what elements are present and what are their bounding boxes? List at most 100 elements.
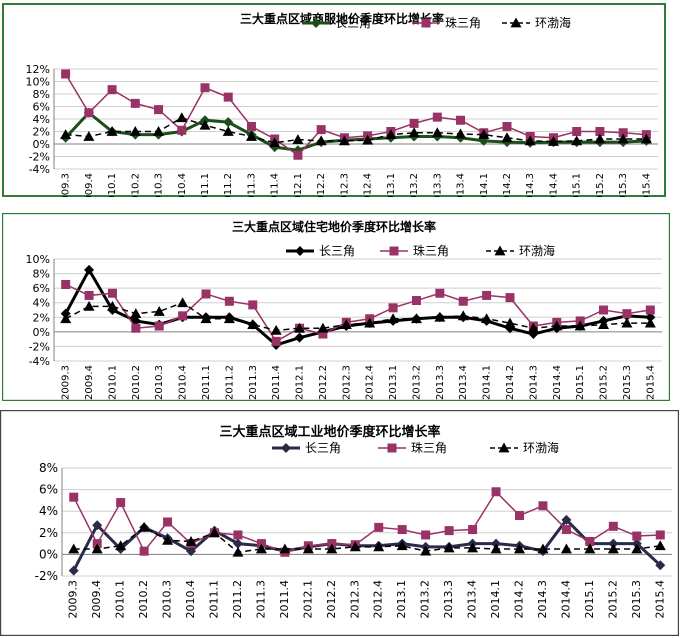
chart-residential: 三大重点区域住宅地价季度环比增长率 -4% -2%0% 2%4% 6%8% 10% 2009… xyxy=(2,213,670,401)
data-point xyxy=(443,542,455,553)
x-tick-label: 2012.4 xyxy=(372,580,385,619)
data-point xyxy=(293,150,303,160)
data-point xyxy=(68,565,79,576)
x-tick-label: 2011.1 xyxy=(200,173,211,197)
data-point xyxy=(456,115,466,125)
x-tick-label: 2013.4 xyxy=(458,365,469,400)
data-point xyxy=(199,119,211,130)
legend-label: 珠三角 xyxy=(445,16,481,30)
data-point xyxy=(608,521,618,531)
x-tick-label: 2014.2 xyxy=(513,580,526,619)
data-point xyxy=(163,517,173,527)
y-tick-label: 8% xyxy=(39,461,58,475)
data-point xyxy=(61,280,71,289)
x-tick-label: 2015.1 xyxy=(575,365,586,400)
x-tick-label: 2013.1 xyxy=(395,580,408,619)
x-tick-label: 2015.2 xyxy=(599,365,610,400)
data-point xyxy=(177,297,189,308)
data-point xyxy=(200,83,210,93)
x-tick-label: 2010.3 xyxy=(154,173,165,197)
data-point xyxy=(248,300,258,310)
data-point xyxy=(482,290,492,300)
data-point xyxy=(186,546,197,557)
data-point xyxy=(644,317,656,328)
data-point xyxy=(232,538,243,549)
chart-title: 三大重点区域住宅地价季度环比增长率 xyxy=(232,219,436,234)
data-point xyxy=(83,131,95,141)
data-point xyxy=(318,329,328,339)
data-point xyxy=(409,118,419,128)
data-point xyxy=(178,311,188,321)
data-point xyxy=(514,543,525,554)
data-point xyxy=(467,542,479,553)
y-tick-label: -2% xyxy=(29,340,50,353)
x-tick-label: 2013.4 xyxy=(466,580,479,619)
legend-marker xyxy=(494,245,506,256)
x-tick-label: 2015.2 xyxy=(595,173,606,197)
x-tick-label: 2010.2 xyxy=(131,365,142,400)
legend-marker xyxy=(295,246,305,256)
data-point xyxy=(130,308,142,319)
data-point xyxy=(421,530,431,540)
y-tick-label: 12% xyxy=(26,63,50,76)
x-tick-label: 2011.4 xyxy=(271,365,282,400)
data-point xyxy=(294,322,306,333)
y-tick-label: 2% xyxy=(33,126,50,139)
data-point xyxy=(326,543,338,554)
x-tick-label: 2010.4 xyxy=(184,580,197,619)
data-point xyxy=(315,135,327,146)
data-point xyxy=(107,288,117,298)
x-tick-label: 2012.3 xyxy=(341,365,352,400)
x-tick-label: 2010.2 xyxy=(137,580,150,619)
x-tick-label: 2009.3 xyxy=(61,173,72,197)
legend-marker xyxy=(510,17,522,28)
data-point xyxy=(551,320,563,331)
x-tick-label: 2015.1 xyxy=(572,173,583,197)
x-tick-label: 2012.1 xyxy=(301,580,314,619)
x-tick-label: 2013.3 xyxy=(435,365,446,400)
data-point xyxy=(457,310,469,321)
data-point xyxy=(84,108,94,118)
data-point xyxy=(200,313,212,324)
data-point xyxy=(139,546,149,556)
data-point xyxy=(154,321,164,331)
x-tick-label: 2010.4 xyxy=(177,173,188,197)
x-tick-label: 2009.4 xyxy=(84,173,95,197)
data-point xyxy=(502,122,512,131)
data-point xyxy=(388,303,398,313)
data-point xyxy=(153,305,165,316)
legend-marker xyxy=(311,18,321,28)
data-point xyxy=(655,560,666,571)
data-point xyxy=(294,332,305,343)
x-tick-label: 2012.3 xyxy=(348,580,361,619)
data-point xyxy=(410,313,422,324)
x-tick-label: 2011.2 xyxy=(223,173,234,197)
data-point xyxy=(129,126,141,136)
data-point xyxy=(571,135,583,146)
x-tick-label: 2014.1 xyxy=(482,365,493,400)
data-point xyxy=(106,300,118,311)
data-point xyxy=(68,543,80,554)
data-point xyxy=(116,498,126,508)
legend-label: 长三角 xyxy=(335,16,371,30)
y-tick-label: -4% xyxy=(29,163,50,176)
x-tick-label: 2010.1 xyxy=(107,173,118,197)
data-point xyxy=(153,126,165,136)
data-point xyxy=(271,336,281,346)
x-tick-label: 2015.3 xyxy=(630,580,643,619)
x-tick-label: 2009.4 xyxy=(90,580,103,619)
x-tick-label: 2015.2 xyxy=(606,580,619,619)
data-point xyxy=(654,540,666,551)
x-tick-label: 2013.3 xyxy=(442,580,455,619)
x-tick-label: 2011.3 xyxy=(248,365,259,400)
data-point xyxy=(317,322,329,333)
chart-industrial: 三大重点区域工业地价季度环比增长率 -2% 0% 2% 4% 6% 8% 2009.3 2009… xyxy=(0,410,679,636)
legend-marker xyxy=(389,246,399,256)
data-point xyxy=(631,543,643,554)
legend-marker xyxy=(281,443,291,453)
data-point xyxy=(420,545,432,556)
data-point xyxy=(340,319,352,329)
x-tick-label: 2012.2 xyxy=(325,580,338,619)
series-bohai-rim xyxy=(60,112,652,148)
x-tick-label: 2010.2 xyxy=(130,173,141,197)
